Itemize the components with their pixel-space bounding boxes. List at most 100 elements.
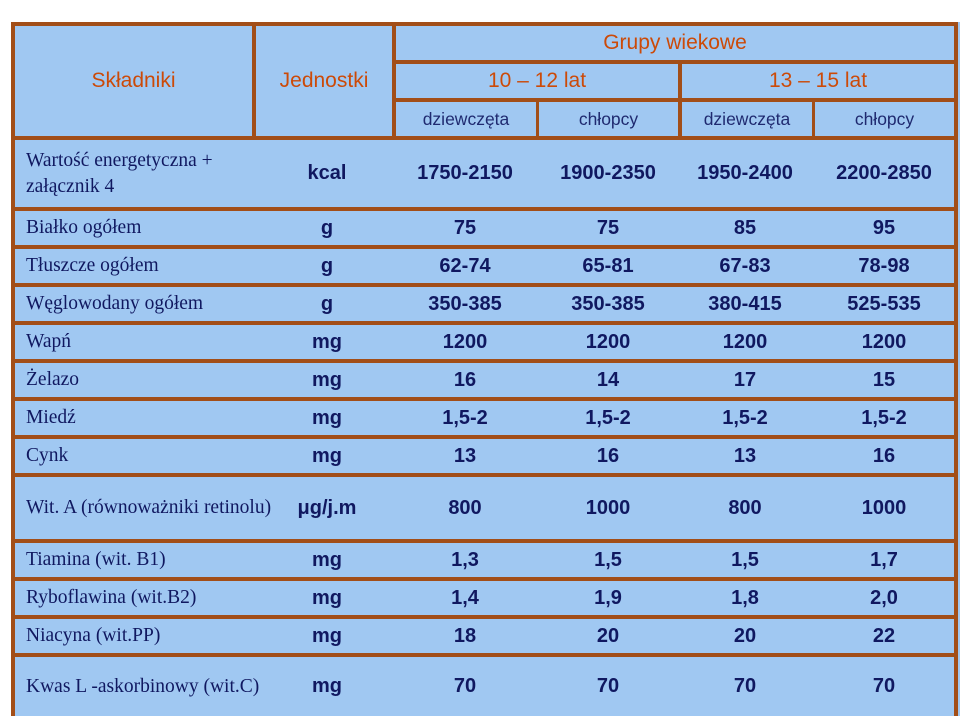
- row-name: Tłuszcze ogółem: [26, 255, 159, 276]
- row-unit: mg: [312, 444, 342, 467]
- row-unit: μg/j.m: [297, 496, 357, 519]
- grid-line: [11, 653, 958, 657]
- row-name: Żelazo: [26, 369, 80, 390]
- grid-line: [11, 577, 958, 581]
- row-value: 800: [728, 496, 762, 519]
- header-girls-10-12: dziewczęta: [422, 108, 510, 129]
- header-boys-13-15: chłopcy: [854, 108, 915, 129]
- row-value: 1200: [722, 330, 768, 353]
- row-unit: mg: [312, 368, 342, 391]
- row-name: Niacyna (wit.PP): [26, 625, 161, 646]
- row-value: 1,5-2: [861, 406, 907, 429]
- row-unit: g: [320, 292, 334, 315]
- row-value: 2,0: [870, 586, 898, 609]
- grid-line: [11, 283, 958, 287]
- row-value: 350-385: [571, 292, 645, 315]
- grid-line: [11, 473, 958, 477]
- grid-line: [11, 245, 958, 249]
- row-name: Miedź: [26, 407, 76, 428]
- row-value: 1,9: [594, 586, 622, 609]
- row-value: 67-83: [719, 254, 771, 277]
- row-name: Wartość energetyczna + załącznik 4: [26, 149, 213, 197]
- header-age-13-15: 13 – 15 lat: [768, 69, 868, 92]
- row-value: 1200: [585, 330, 631, 353]
- row-value: 1,5-2: [442, 406, 488, 429]
- grid-line: [392, 98, 958, 102]
- row-unit: mg: [312, 624, 342, 647]
- row-unit: kcal: [307, 162, 347, 184]
- row-value: 800: [448, 496, 482, 519]
- row-value: 20: [733, 624, 757, 647]
- grid-line: [11, 22, 15, 716]
- row-name: Węglowodany ogółem: [26, 293, 204, 314]
- row-value: 62-74: [439, 254, 491, 277]
- row-value: 65-81: [582, 254, 634, 277]
- row-value: 70: [596, 675, 620, 697]
- row-value: 70: [453, 675, 477, 697]
- row-unit: mg: [312, 548, 342, 571]
- row-value: 16: [872, 444, 896, 467]
- header-ingredients: Składniki: [91, 69, 176, 92]
- row-value: 350-385: [428, 292, 502, 315]
- row-name: Białko ogółem: [26, 217, 142, 238]
- grid-line: [392, 60, 958, 64]
- row-value: 14: [596, 368, 620, 391]
- grid-line: [252, 22, 256, 138]
- row-value: 1,4: [451, 586, 479, 609]
- header-girls-13-15: dziewczęta: [703, 108, 791, 129]
- row-value: 1,7: [870, 548, 898, 571]
- grid-line: [11, 321, 958, 325]
- grid-line: [11, 615, 958, 619]
- grid-line: [536, 100, 539, 138]
- row-unit: mg: [312, 586, 342, 609]
- row-value: 1000: [861, 496, 907, 519]
- row-value: 22: [872, 624, 896, 647]
- row-value: 1900-2350: [560, 162, 656, 184]
- row-value: 70: [733, 675, 757, 697]
- row-value: 75: [596, 216, 620, 239]
- grid-line: [11, 397, 958, 401]
- row-name: Wapń: [26, 331, 71, 352]
- row-unit: mg: [312, 406, 342, 429]
- row-name: Tiamina (wit. B1): [26, 549, 166, 570]
- row-value: 1,5: [594, 548, 622, 571]
- row-value: 1200: [442, 330, 488, 353]
- row-name: Ryboflawina (wit.B2): [26, 587, 197, 608]
- row-value: 1950-2400: [697, 162, 793, 184]
- row-name: Kwas L -askorbinowy (wit.C): [26, 675, 260, 697]
- row-value: 18: [453, 624, 477, 647]
- grid-line: [11, 136, 958, 140]
- grid-line: [812, 100, 815, 138]
- row-value: 1,8: [731, 586, 759, 609]
- grid-line: [11, 435, 958, 439]
- row-value: 16: [453, 368, 477, 391]
- row-value: 1750-2150: [417, 162, 513, 184]
- row-value: 13: [453, 444, 477, 467]
- grid-line: [11, 22, 958, 26]
- row-value: 13: [733, 444, 757, 467]
- row-name: Cynk: [26, 445, 69, 466]
- row-unit: mg: [312, 675, 342, 697]
- header-boys-10-12: chłopcy: [578, 108, 639, 129]
- header-age-10-12: 10 – 12 lat: [487, 69, 587, 92]
- row-value: 380-415: [708, 292, 782, 315]
- header-age-groups: Grupy wiekowe: [603, 31, 747, 54]
- row-value: 95: [872, 216, 896, 239]
- row-value: 1200: [861, 330, 907, 353]
- header-units: Jednostki: [279, 69, 369, 92]
- row-value: 16: [596, 444, 620, 467]
- grid-line: [11, 539, 958, 543]
- grid-line: [11, 207, 958, 211]
- row-value: 1,5: [731, 548, 759, 571]
- row-value: 1000: [585, 496, 631, 519]
- row-value: 525-535: [847, 292, 921, 315]
- row-value: 75: [453, 216, 477, 239]
- row-value: 2200-2850: [836, 162, 932, 184]
- grid-line: [392, 22, 396, 138]
- row-value: 78-98: [858, 254, 910, 277]
- row-value: 20: [596, 624, 620, 647]
- row-unit: g: [320, 254, 334, 277]
- row-value: 70: [872, 675, 896, 697]
- row-unit: mg: [312, 330, 342, 353]
- row-value: 1,5-2: [585, 406, 631, 429]
